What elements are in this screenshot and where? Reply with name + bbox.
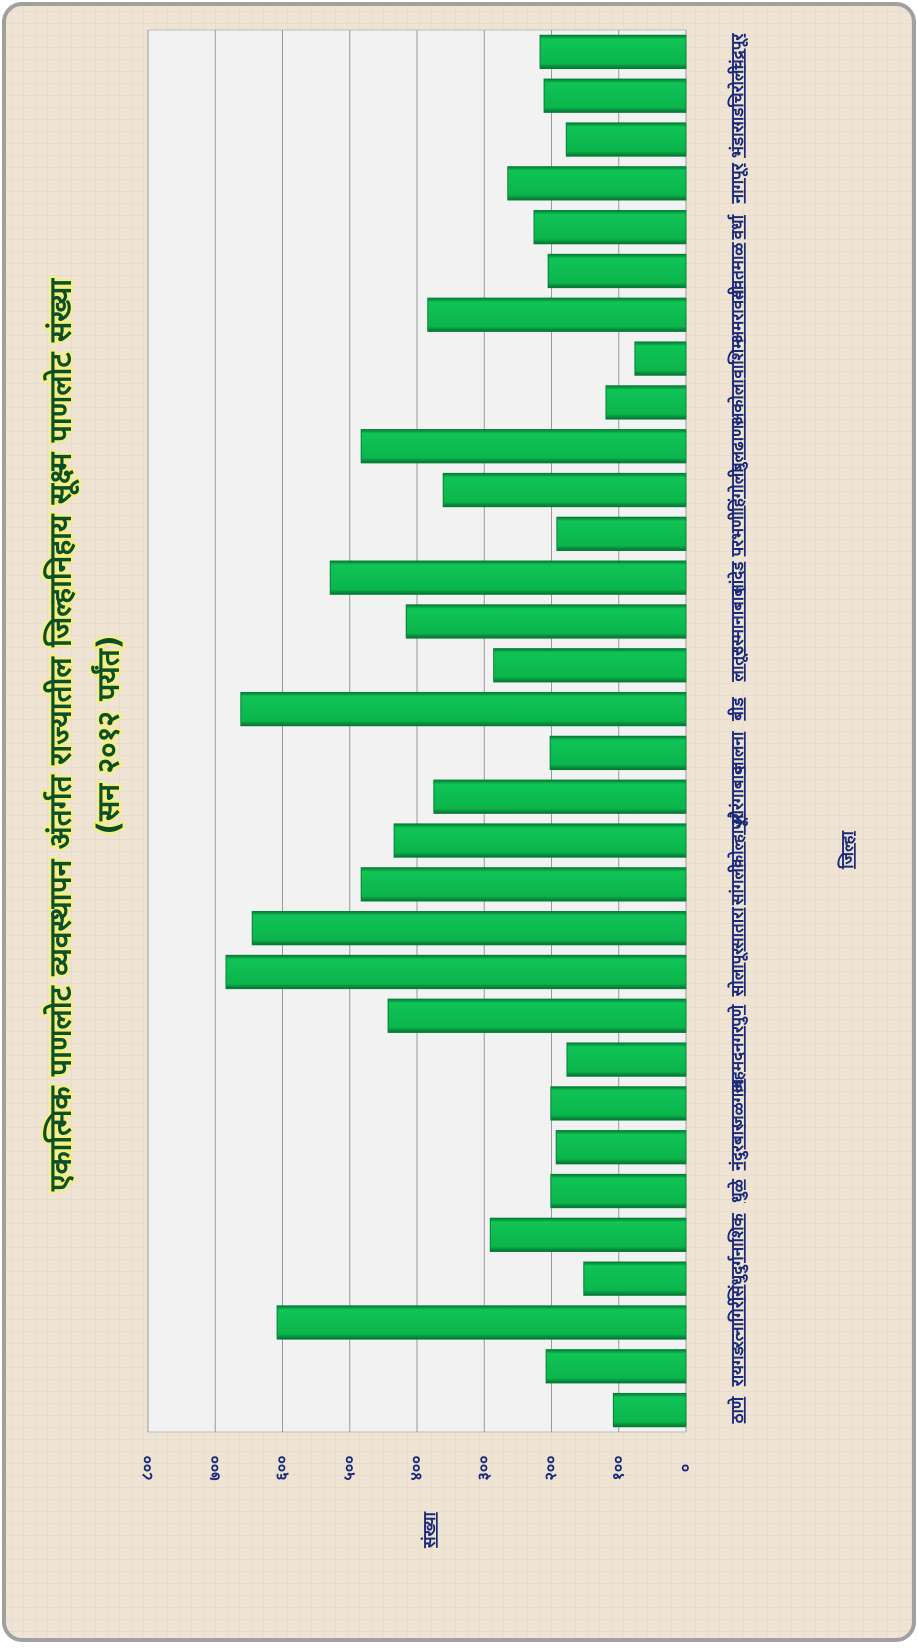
bar [583, 1261, 687, 1296]
chart-title: एकात्मिक पाणलोट व्यवस्थापन अंतर्गत राज्य… [43, 278, 80, 1192]
x-tick-label: अहमदनगर [728, 1025, 748, 1093]
bar [545, 1349, 687, 1384]
bar [360, 867, 687, 902]
x-tick-label: बुलढाणा [728, 420, 748, 473]
bar [533, 210, 687, 245]
bar [547, 253, 687, 289]
y-tick-label: ५०० [339, 1456, 358, 1481]
x-tick-label: धुळे [727, 1178, 748, 1202]
bar [427, 297, 687, 332]
x-tick-label: नांदेड [727, 561, 748, 595]
chart-subtitle: (सन २०१२ पर्यंत) [91, 635, 127, 834]
bar [565, 122, 687, 157]
bar [550, 1086, 687, 1121]
x-tick-label: रायगड [728, 1345, 748, 1387]
y-axis-title: संख्या [420, 1512, 440, 1549]
y-tick-label: ८०० [138, 1456, 157, 1481]
bar [225, 954, 687, 990]
bar [489, 1217, 687, 1252]
bar [493, 648, 687, 683]
bar [566, 1042, 687, 1077]
bar [539, 34, 687, 70]
x-tick-label: चंद्रपूर [728, 33, 749, 71]
bar [360, 429, 687, 464]
y-tick-label: ३०० [474, 1456, 493, 1481]
bar [550, 1173, 687, 1209]
x-tick-label: लातूर [728, 648, 749, 683]
x-tick-label: बीड [727, 697, 748, 722]
x-tick-label: जळगाव [728, 1077, 748, 1129]
y-tick-label: ७०० [205, 1456, 224, 1481]
x-tick-label: भंडारा [728, 121, 748, 158]
x-tick-label: अमरावती [727, 285, 748, 344]
x-tick-label: हिंगोली [727, 468, 748, 513]
x-tick-label: गडचिरोली [727, 65, 748, 128]
x-tick-label: औरंगाबाद [727, 765, 748, 827]
bar [605, 385, 687, 420]
x-tick-label: अकोला [727, 379, 748, 426]
x-tick-label: कोल्हापूर [727, 812, 749, 869]
bar [433, 779, 687, 814]
y-tick-label: ० [676, 1464, 695, 1472]
bar [543, 78, 687, 113]
bar [240, 691, 687, 727]
bar [555, 1130, 687, 1165]
x-tick-label: नागपूर [728, 162, 749, 204]
bar [612, 1392, 687, 1428]
x-tick-label: यवतमाळ [728, 242, 748, 301]
y-tick-label: २०० [541, 1456, 560, 1481]
x-tick-label: सोलापूर [727, 947, 749, 997]
x-tick-label: सातारा [728, 907, 748, 950]
bar [387, 998, 687, 1033]
x-tick-label: वाशिम [727, 338, 748, 380]
x-tick-label: उस्मानाबाद [728, 587, 748, 656]
x-tick-label: नंदुरबार [728, 1123, 749, 1172]
bar [549, 735, 687, 771]
x-tick-label: ठाणे [727, 1396, 748, 1424]
bar [507, 166, 687, 201]
x-tick-label: वर्धा [727, 214, 748, 240]
x-tick-label: नाशिक [727, 1212, 748, 1257]
x-tick-label: जालना [728, 731, 748, 775]
bar [405, 604, 687, 639]
x-tick-label: सांगली [727, 863, 748, 906]
bar [276, 1305, 687, 1340]
bar [393, 823, 687, 858]
y-tick-label: १०० [608, 1456, 627, 1481]
bar [251, 911, 687, 946]
y-tick-label: ६०० [272, 1456, 291, 1481]
x-tick-label: सिंधुदुर्ग [727, 1255, 749, 1302]
y-tick-label: ४०० [407, 1456, 426, 1481]
x-tick-label: रत्नागिरी [727, 1296, 748, 1349]
bar [329, 560, 687, 595]
bar [634, 341, 687, 376]
bar [556, 516, 687, 551]
x-axis-title: जिल्हा [837, 831, 858, 870]
bar [442, 472, 687, 508]
x-tick-label: परभणी [727, 511, 748, 558]
x-tick-label: पुणे [727, 1004, 748, 1028]
